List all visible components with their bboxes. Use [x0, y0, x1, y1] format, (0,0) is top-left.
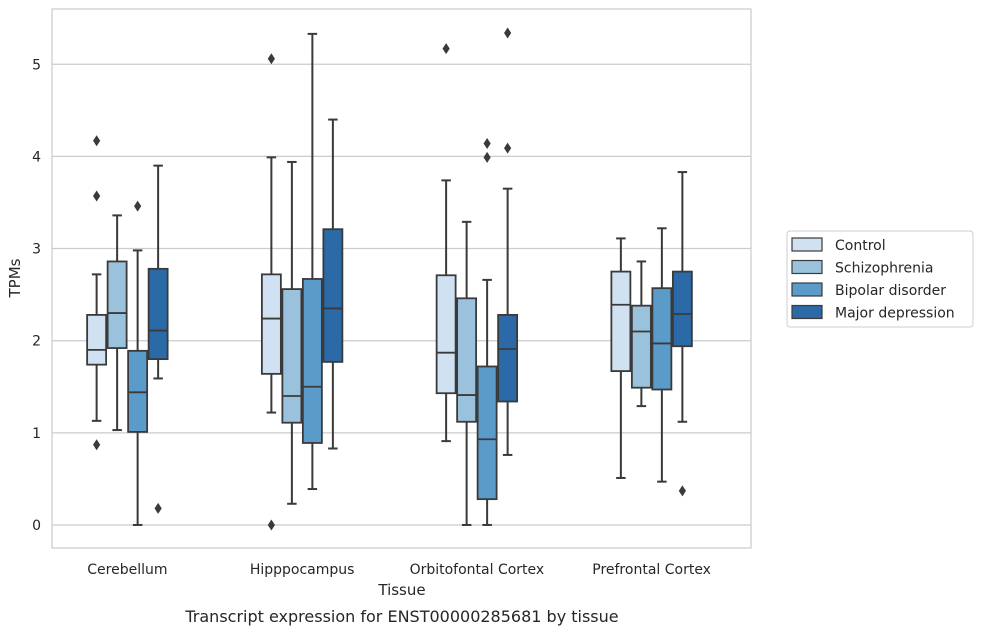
legend-frame [786, 230, 974, 328]
box-body [127, 349, 149, 433]
box-body [281, 288, 303, 424]
outlier-point [483, 138, 491, 150]
outlier-point [154, 502, 162, 514]
outlier-point [267, 53, 275, 65]
box-3-3 [671, 171, 693, 497]
box-0-2 [127, 200, 149, 526]
x-tick-labels: Cerebellum Hipppocampus Orbitofontal Corte… [87, 562, 711, 578]
box-0-3 [147, 164, 169, 514]
box-body [260, 273, 282, 375]
legend: Control Schizophrenia Bipolar disorder Majo… [786, 230, 974, 328]
outlier-point [267, 519, 275, 531]
box-2-2 [476, 138, 498, 526]
y-tick-label: 2 [32, 334, 41, 350]
chart-caption: Transcript expression for ENST0000028568… [184, 607, 618, 626]
y-tick-labels: 0 1 2 3 4 5 [32, 57, 41, 534]
box-body [671, 270, 693, 348]
box-body [456, 297, 478, 423]
outlier-point [504, 142, 512, 154]
legend-swatch [791, 259, 823, 275]
outlier-point [93, 439, 101, 451]
outlier-point [678, 485, 686, 497]
box-body [322, 228, 344, 363]
outlier-point [134, 200, 142, 212]
box-body [435, 274, 457, 395]
legend-swatch [791, 237, 823, 252]
x-tick-label: Hipppocampus [250, 562, 355, 578]
legend-swatch [791, 304, 823, 320]
legend-label: Control [835, 238, 886, 254]
y-tick-label: 3 [32, 242, 41, 258]
x-tick-label: Orbitofontal Cortex [410, 562, 545, 578]
box-1-2 [301, 32, 323, 491]
box-body [476, 365, 498, 501]
box-body [86, 313, 108, 366]
box-1-3 [322, 118, 344, 450]
y-axis-label: TPMs [6, 258, 24, 298]
y-tick-label: 0 [32, 518, 41, 534]
x-axis-label: Tissue [377, 581, 425, 599]
y-tick-label: 4 [32, 149, 41, 165]
box-groups [86, 27, 693, 531]
box-body [651, 287, 673, 391]
box-2-0 [435, 43, 457, 443]
box-2-1 [456, 220, 478, 526]
box-body [630, 304, 652, 389]
box-body [497, 313, 519, 403]
box-body [610, 270, 632, 372]
outlier-point [93, 135, 101, 147]
box-3-1 [630, 260, 652, 408]
legend-label: Bipolar disorder [835, 283, 946, 299]
box-3-2 [651, 227, 673, 483]
outlier-point [504, 27, 512, 39]
y-tick-label: 1 [32, 426, 41, 442]
box-1-1 [281, 160, 303, 505]
box-body [106, 260, 128, 349]
box-3-0 [610, 237, 632, 479]
y-tick-label: 5 [32, 57, 41, 73]
plot-frame [51, 8, 752, 549]
box-0-0 [86, 135, 108, 451]
x-tick-label: Prefrontal Cortex [592, 562, 711, 578]
x-tick-label: Cerebellum [87, 562, 167, 578]
box-body [147, 267, 169, 361]
box-0-1 [106, 214, 128, 432]
outlier-point [93, 190, 101, 202]
box-1-0 [260, 53, 282, 531]
box-body [301, 278, 323, 444]
box-2-3 [497, 27, 519, 456]
legend-swatch [791, 282, 823, 297]
legend-label: Schizophrenia [835, 261, 933, 277]
outlier-point [442, 43, 450, 55]
legend-label: Major depression [835, 306, 955, 322]
outlier-point [483, 151, 491, 163]
